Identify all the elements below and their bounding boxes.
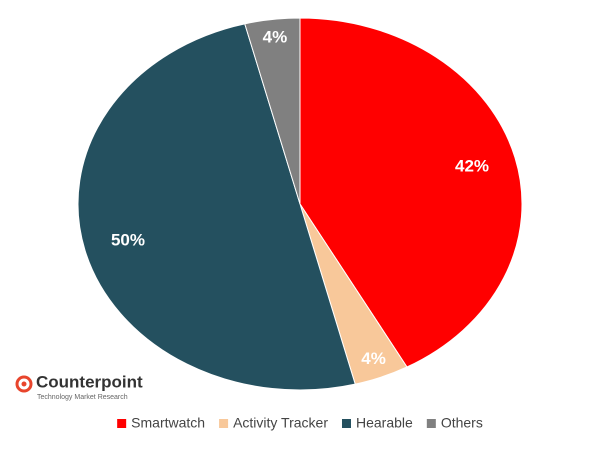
legend-swatch: [426, 419, 436, 428]
value-label: 4%: [361, 349, 386, 368]
logo: Counterpoint Technology Market Research: [15, 372, 143, 401]
legend-label: Smartwatch: [131, 415, 205, 431]
pie-slice: [244, 17, 301, 205]
legend-label: Hearable: [356, 415, 413, 431]
legend-swatch: [117, 419, 127, 428]
legend-label: Others: [441, 415, 483, 431]
logo-dot: [21, 381, 27, 387]
logo-name: Counterpoint: [36, 372, 143, 391]
pie-slice: [299, 17, 523, 368]
value-label: 4%: [263, 27, 288, 46]
pie-slice: [77, 23, 356, 391]
legend-label: Activity Tracker: [233, 415, 328, 431]
value-label: 50%: [111, 230, 145, 249]
value-label: 42%: [455, 156, 489, 175]
legend-swatch: [341, 419, 351, 428]
legend-swatch: [219, 419, 229, 428]
logo-tagline: Technology Market Research: [37, 394, 128, 401]
logo-icon: [15, 375, 33, 393]
